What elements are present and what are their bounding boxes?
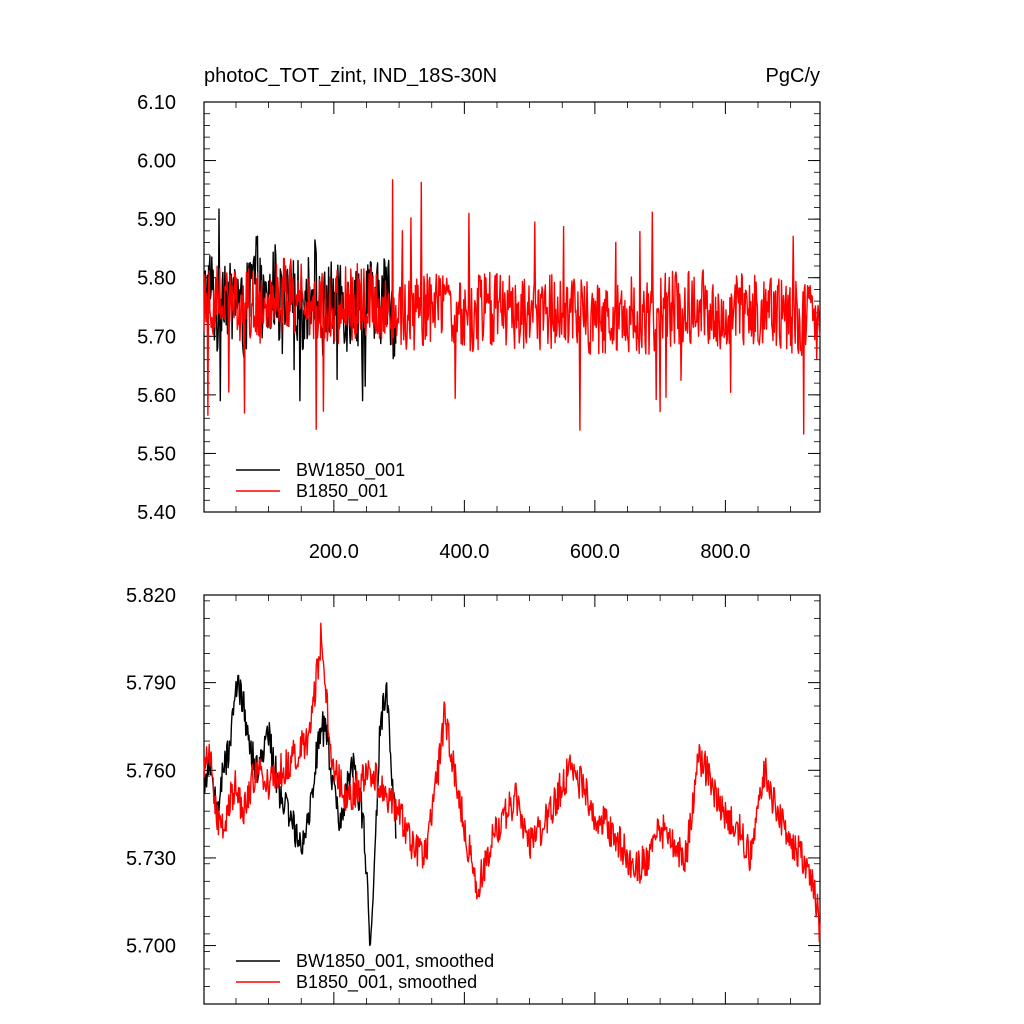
top-chart-title: photoC_TOT_zint, IND_18S-30N (204, 65, 497, 87)
legend-label-b1850-smoothed: B1850_001, smoothed (296, 972, 477, 993)
y-tick-label: 5.40 (137, 502, 176, 524)
bottom-series (203, 622, 821, 947)
y-tick-label: 5.90 (137, 209, 176, 231)
legend-label-b1850: B1850_001 (296, 481, 388, 502)
x-tick-label: 600.0 (570, 541, 620, 563)
y-tick-label: 5.60 (137, 385, 176, 407)
bottom-legend: BW1850_001, smoothed B1850_001, smoothed (236, 951, 494, 993)
x-tick-label: 800.0 (700, 541, 750, 563)
y-tick-label: 5.50 (137, 443, 176, 465)
legend-label-bw1850-smoothed: BW1850_001, smoothed (296, 951, 494, 972)
legend-label-bw1850: BW1850_001 (296, 460, 405, 481)
y-tick-label: 5.70 (137, 326, 176, 348)
top-legend: BW1850_001 B1850_001 (236, 460, 405, 502)
y-tick-label: 6.10 (137, 92, 176, 114)
top-chart-units: PgC/y (766, 65, 820, 87)
plot-frame (203, 594, 821, 1005)
bottom-chart: 5.700 5.730 5.760 5.790 5.820 BW1850_001, sm… (126, 585, 821, 1005)
top-axes: 5.40 5.50 5.60 5.70 5.80 5.90 6.00 6.10 200.0 400… (137, 92, 821, 563)
y-tick-label: 5.790 (126, 673, 176, 695)
top-series (203, 179, 821, 435)
bottom-axes: 5.700 5.730 5.760 5.790 5.820 (126, 585, 821, 1005)
series-line-b1850 (203, 179, 821, 435)
y-tick-label: 5.700 (126, 936, 176, 958)
y-tick-label: 5.730 (126, 848, 176, 870)
x-tick-label: 200.0 (309, 541, 359, 563)
y-tick-label: 5.80 (137, 268, 176, 290)
top-chart: photoC_TOT_zint, IND_18S-30N PgC/y 5.405… (137, 65, 821, 563)
series-line-b1850-smoothed (203, 622, 821, 943)
y-tick-label: 6.00 (137, 151, 176, 173)
y-tick-label: 5.760 (126, 760, 176, 782)
y-tick-label: 5.820 (126, 585, 176, 607)
x-tick-label: 400.0 (439, 541, 489, 563)
series-line-bw1850-smoothed (203, 674, 397, 947)
